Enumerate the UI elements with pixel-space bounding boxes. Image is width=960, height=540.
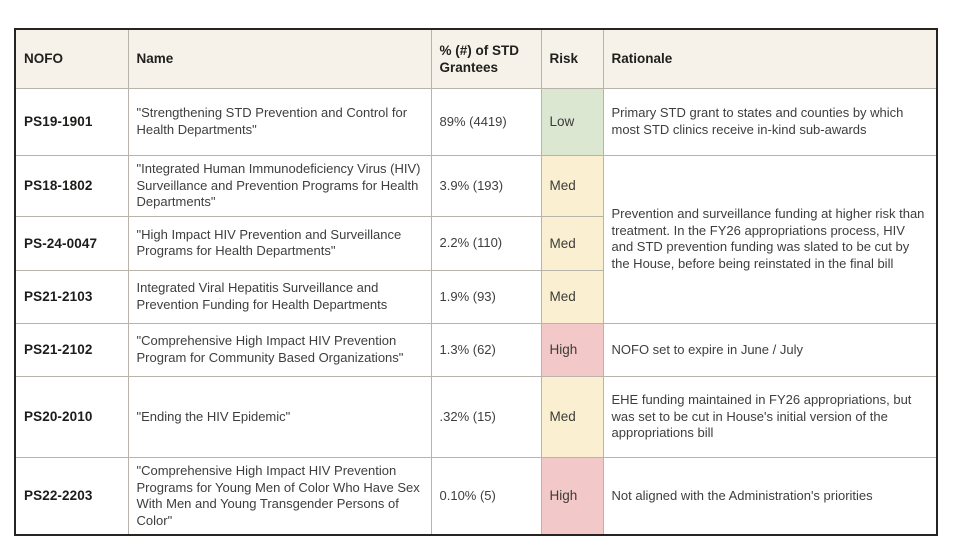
risk-cell: Med: [540, 269, 604, 324]
name-cell: "Integrated Human Immunodeficiency Virus…: [127, 155, 432, 217]
rationale-cell: Primary STD grant to states and counties…: [602, 88, 938, 156]
grantees-cell: 2.2% (110): [430, 215, 542, 271]
name-cell: "High Impact HIV Prevention and Surveill…: [127, 215, 432, 271]
table-row: PS19-1901 "Strengthening STD Prevention …: [14, 88, 938, 156]
table-row: PS18-1802 "Integrated Human Immunodefici…: [14, 155, 938, 324]
grantees-cell: .32% (15): [430, 375, 542, 458]
nofo-cell: PS18-1802: [14, 155, 129, 217]
column-header-rationale: Rationale: [602, 28, 938, 89]
name-cell: "Strengthening STD Prevention and Contro…: [127, 88, 432, 156]
table-row: PS-24-0047 "High Impact HIV Prevention a…: [14, 215, 937, 271]
name-cell: Integrated Viral Hepatitis Surveillance …: [127, 269, 432, 324]
nofo-risk-table: NOFO Name % (#) of STD Grantees Risk Rat…: [14, 28, 938, 537]
grantees-cell: 1.3% (62): [430, 322, 542, 377]
column-header-name: Name: [127, 28, 432, 89]
risk-cell: High: [540, 322, 604, 377]
risk-cell: Low: [540, 88, 604, 156]
rationale-cell: EHE funding maintained in FY26 appropria…: [602, 375, 938, 458]
name-cell: "Ending the HIV Epidemic": [127, 375, 432, 458]
risk-cell: Med: [540, 155, 604, 217]
column-header-risk: Risk: [540, 28, 604, 89]
nofo-cell: PS20-2010: [14, 375, 129, 458]
column-header-nofo: NOFO: [14, 28, 129, 89]
grantees-cell: 0.10% (5): [430, 456, 542, 536]
table-row: PS21-2103 Integrated Viral Hepatitis Sur…: [14, 269, 937, 324]
grantees-cell: 89% (4419): [430, 88, 542, 156]
nofo-cell: PS21-2102: [14, 322, 129, 377]
rationale-cell: Not aligned with the Administration's pr…: [602, 456, 938, 536]
nofo-cell: PS-24-0047: [14, 215, 129, 271]
table-row: PS21-2102 "Comprehensive High Impact HIV…: [14, 322, 938, 377]
name-cell: "Comprehensive High Impact HIV Preventio…: [127, 456, 432, 536]
risk-cell: Med: [540, 215, 604, 271]
nofo-cell: PS19-1901: [14, 88, 129, 156]
grantees-cell: 3.9% (193): [430, 155, 542, 217]
column-header-grantees: % (#) of STD Grantees: [430, 28, 542, 89]
rationale-cell-shared: Prevention and surveillance funding at h…: [602, 155, 938, 324]
table-row: PS20-2010 "Ending the HIV Epidemic" .32%…: [14, 375, 938, 458]
header-row: NOFO Name % (#) of STD Grantees Risk Rat…: [14, 28, 938, 89]
risk-cell: High: [540, 456, 604, 536]
rationale-cell: NOFO set to expire in June / July: [602, 322, 938, 377]
name-cell: "Comprehensive High Impact HIV Preventio…: [127, 322, 432, 377]
grantees-cell: 1.9% (93): [430, 269, 542, 324]
nofo-cell: PS22-2203: [14, 456, 129, 536]
nofo-cell: PS21-2103: [14, 269, 129, 324]
risk-cell: Med: [540, 375, 604, 458]
table-row: PS22-2203 "Comprehensive High Impact HIV…: [14, 456, 938, 536]
